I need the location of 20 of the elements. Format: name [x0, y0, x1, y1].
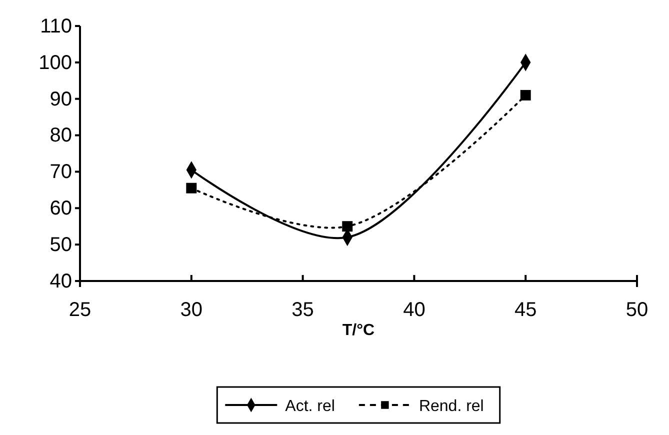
- x-tick-label: 50: [626, 299, 648, 321]
- x-tick-label: 30: [180, 299, 203, 321]
- x-tick-label: 40: [403, 299, 426, 321]
- x-tick-label: 35: [292, 299, 314, 321]
- y-tick-label: 90: [50, 88, 72, 110]
- y-tick-label: 100: [38, 52, 72, 74]
- point: [186, 182, 197, 194]
- point: [520, 90, 531, 100]
- legend-label: Rend. rel: [418, 398, 484, 415]
- x-axis-title: T/°C: [342, 322, 376, 339]
- y-tick-label: 60: [50, 198, 72, 220]
- y-tick-label: 70: [50, 161, 72, 184]
- x-tick-label: 45: [514, 299, 537, 321]
- y-tick-label: 40: [50, 270, 72, 292]
- y-tick-label: 80: [50, 124, 72, 147]
- y-tick-label: 50: [50, 234, 72, 256]
- y-tick-label: 110: [40, 15, 72, 38]
- legend-label: Act. rel: [285, 398, 335, 415]
- x-tick-label: 25: [68, 299, 92, 321]
- point: [342, 221, 353, 232]
